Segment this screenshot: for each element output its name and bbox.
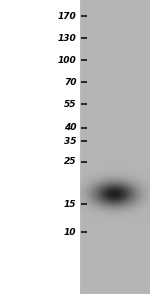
Text: 25: 25 bbox=[64, 157, 76, 166]
Text: 10: 10 bbox=[64, 228, 76, 237]
Text: 170: 170 bbox=[58, 12, 76, 21]
Bar bbox=[0, 0, 80, 294]
Text: 55: 55 bbox=[64, 100, 76, 109]
Text: 70: 70 bbox=[64, 78, 76, 87]
Bar bbox=[0, 0, 80, 294]
Text: 100: 100 bbox=[58, 56, 76, 65]
Text: 15: 15 bbox=[64, 200, 76, 209]
Text: 40: 40 bbox=[64, 123, 76, 132]
Bar bbox=[80, 0, 150, 294]
Text: 35: 35 bbox=[64, 137, 76, 146]
Text: 130: 130 bbox=[58, 34, 76, 43]
